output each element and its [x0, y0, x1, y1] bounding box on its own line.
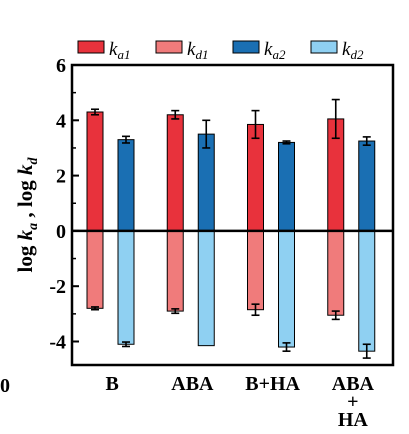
legend-label-kd1: kd1 [187, 39, 208, 62]
errorbar-ka2-1 [202, 119, 211, 149]
ytick-label-5: -4 [49, 331, 66, 353]
bar-ka1-2 [247, 123, 264, 232]
bar-ka2-3 [358, 140, 376, 232]
ytick-label-1: 4 [56, 110, 66, 132]
ytick-label-0: 6 [56, 55, 66, 77]
ytick-label-2: 2 [56, 166, 66, 188]
bar-kd2-2 [278, 230, 295, 348]
legend-swatch-kd2 [310, 40, 338, 54]
errorbar-kd2-2 [282, 342, 291, 352]
plot-frame [70, 63, 395, 367]
errorbar-ka1-2 [251, 109, 260, 140]
x-axis-categories: B ABA B+HA ABA + HA [105, 373, 374, 431]
legend-label-ka1: ka1 [109, 39, 130, 62]
errorbar-ka1-0 [91, 108, 99, 116]
legend-label-kd2: kd2 [342, 39, 364, 62]
ytick-label-4: -2 [49, 276, 66, 298]
errorbar-kd1-3 [331, 310, 340, 321]
legend-swatch-kd1 [155, 40, 183, 54]
bar-kd2-1 [197, 230, 215, 347]
errorbar-ka2-2 [282, 140, 291, 145]
errorbar-kd1-1 [171, 308, 180, 315]
errorbar-kd2-3 [362, 343, 371, 359]
errorbar-kd1-0 [91, 306, 99, 311]
errorbar-kd2-0 [122, 341, 130, 348]
errorbar-ka2-3 [362, 136, 371, 146]
ytick-label-3: 0 [56, 221, 66, 243]
bar-kd1-1 [166, 230, 184, 312]
xcat-label-0: B [105, 373, 118, 395]
bar-ka2-2 [278, 141, 295, 232]
xcat-label-2: B+HA [245, 373, 300, 395]
legend-label-ka2: ka2 [264, 39, 286, 62]
errorbar-ka1-3 [331, 98, 340, 140]
error-bars [91, 98, 371, 359]
xcat-label-1: ABA [171, 373, 214, 395]
bars-layer [86, 111, 376, 352]
bar-kd2-3 [358, 230, 376, 352]
bar-kd1-2 [247, 230, 264, 311]
bar-ka2-0 [117, 139, 135, 232]
legend-item-kd2: kd2 [310, 39, 364, 62]
bar-kd1-0 [86, 230, 104, 309]
errorbar-kd1-2 [251, 303, 260, 317]
legend-item-ka1: ka1 [77, 39, 130, 62]
errorbar-ka1-1 [171, 109, 180, 120]
bar-ka1-1 [166, 114, 184, 232]
legend-swatch-ka2 [232, 40, 260, 54]
bar-ka1-0 [86, 111, 104, 232]
xcat-label-3: ABA + HA [332, 373, 375, 431]
corner-mark: 0 [0, 375, 10, 397]
y-axis-ticks: 6 4 2 0 -2 -4 [49, 55, 79, 353]
errorbar-ka2-0 [122, 135, 130, 144]
legend-item-ka2: ka2 [232, 39, 286, 62]
y-axis-title: log ka , log kd [13, 157, 41, 273]
legend-swatch-ka1 [77, 40, 105, 54]
bar-kd2-0 [117, 230, 135, 345]
y-axis-label: log ka , log kd [13, 157, 41, 273]
legend-item-kd1: kd1 [155, 39, 208, 62]
bar-kd1-3 [327, 230, 345, 316]
legend: ka1 kd1 ka2 kd2 [77, 39, 364, 62]
